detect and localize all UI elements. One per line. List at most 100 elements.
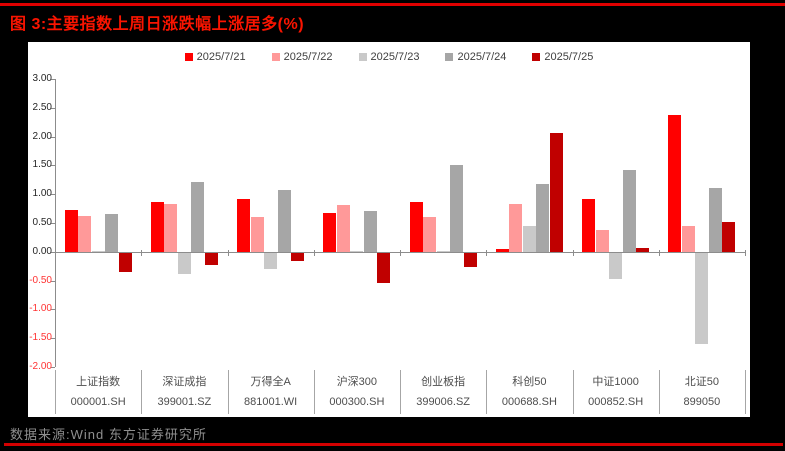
bar-2025/7/25-399006.SZ: [463, 252, 477, 268]
y-axis-tick: [51, 251, 55, 253]
bar-2025/7/24-399006.SZ: [450, 165, 464, 252]
bar-2025/7/22-399006.SZ: [423, 216, 437, 252]
bar-2025/7/25-000852.SH: [636, 247, 650, 252]
y-axis-tick: [51, 338, 55, 340]
bar-2025/7/25-899050: [722, 221, 736, 252]
y-tick-label: -1.00: [29, 303, 52, 315]
category-code-label: 000001.SH: [70, 396, 126, 408]
category-separator: [400, 370, 401, 414]
category-code-label: 399006.SZ: [416, 396, 471, 408]
category-code-label: 881001.WI: [244, 396, 298, 408]
category-code-label: 000300.SH: [329, 396, 385, 408]
category-code-label: 000688.SH: [501, 396, 557, 408]
y-tick-label: -0.50: [29, 274, 52, 286]
bar-2025/7/23-399001.SZ: [177, 252, 191, 275]
bar-2025/7/23-000852.SH: [609, 252, 623, 280]
y-tick-label: 0.00: [32, 245, 52, 257]
bar-2025/7/24-000300.SH: [363, 210, 377, 252]
category-axis-tick: [745, 249, 746, 256]
bar-2025/7/22-000001.SH: [78, 216, 92, 252]
category-name-label: 中证1000: [592, 376, 639, 388]
category-separator: [141, 370, 143, 414]
bar-2025/7/24-399001.SZ: [191, 182, 205, 252]
bar-2025/7/24-000688.SH: [536, 184, 550, 252]
bar-2025/7/21-000688.SH: [495, 249, 509, 252]
category-axis-tick: [313, 249, 315, 256]
category-separator: [658, 370, 660, 414]
top-red-rule: [0, 3, 785, 6]
y-tick-label: 1.50: [32, 159, 52, 171]
category-name-label: 北证50: [684, 376, 719, 388]
data-source-note: 数据来源:Wind 东方证券研究所: [10, 427, 207, 442]
bar-2025/7/23-000001.SH: [91, 250, 105, 252]
bar-2025/7/21-000001.SH: [64, 210, 78, 252]
legend-item: 2025/7/25: [532, 51, 593, 63]
y-axis-tick: [51, 79, 55, 80]
bar-2025/7/21-881001.WI: [237, 199, 251, 252]
legend-item: 2025/7/22: [271, 51, 333, 63]
bar-2025/7/24-899050: [708, 188, 722, 252]
bar-2025/7/25-000001.SH: [118, 252, 132, 272]
y-axis-tick: [51, 136, 55, 138]
bar-2025/7/24-000852.SH: [622, 170, 636, 252]
legend-swatch-icon: [358, 53, 367, 61]
category-name-label: 科创50: [512, 376, 547, 388]
category-code-label: 399001.SZ: [157, 396, 212, 408]
bar-2025/7/23-000300.SH: [350, 250, 364, 252]
bar-2025/7/22-881001.WI: [250, 217, 264, 252]
category-separator: [55, 370, 56, 414]
category-name-label: 万得全A: [250, 376, 291, 388]
bar-chart-plot: 3.00 2.50 2.00 1.50 1.00 0.50 0.00 -0.50 -1.00 -1…: [28, 42, 750, 417]
legend-item: 2025/7/24: [445, 51, 506, 63]
bar-2025/7/22-000688.SH: [509, 203, 523, 252]
y-axis-tick: [51, 223, 55, 224]
category-axis-tick: [486, 249, 488, 256]
bar-2025/7/23-399006.SZ: [436, 250, 450, 252]
bar-2025/7/25-000688.SH: [549, 132, 563, 252]
legend-label: 2025/7/22: [283, 51, 333, 63]
category-axis-tick: [141, 249, 143, 256]
category-axis-tick: [227, 249, 229, 256]
y-tick-label: 2.00: [32, 130, 52, 142]
bottom-red-rule: [4, 443, 783, 446]
y-axis-tick: [51, 280, 55, 282]
legend-label: 2025/7/24: [457, 51, 507, 63]
bar-2025/7/22-899050: [681, 225, 695, 252]
y-tick-label: -2.00: [29, 361, 52, 372]
y-axis-tick: [51, 107, 55, 109]
category-separator: [486, 370, 488, 414]
bar-2025/7/22-000300.SH: [336, 205, 350, 252]
bar-2025/7/23-899050: [695, 252, 709, 344]
category-separator: [572, 370, 574, 414]
y-axis-tick: [51, 165, 55, 167]
legend-item: 2025/7/21: [184, 51, 246, 63]
category-axis-tick: [572, 249, 574, 256]
bar-2025/7/23-881001.WI: [264, 252, 278, 269]
category-name-label: 深证成指: [162, 376, 207, 388]
bar-2025/7/25-881001.WI: [291, 252, 305, 261]
y-tick-label: 1.00: [32, 188, 52, 200]
y-tick-label: 2.50: [32, 101, 52, 113]
bar-2025/7/25-000300.SH: [377, 252, 391, 284]
legend-swatch-icon: [445, 53, 454, 61]
category-separator: [227, 370, 229, 414]
bar-2025/7/21-899050: [668, 114, 682, 252]
bar-2025/7/21-000300.SH: [323, 213, 337, 252]
chart-panel: 2025/7/21 2025/7/22 2025/7/23 2025/7/24 2025…: [28, 42, 750, 417]
legend-swatch-icon: [271, 53, 280, 61]
bar-2025/7/23-000688.SH: [522, 226, 536, 252]
bar-2025/7/21-000852.SH: [582, 198, 596, 252]
bar-2025/7/24-000001.SH: [105, 214, 119, 252]
y-axis-line: [55, 79, 56, 367]
bar-2025/7/21-399001.SZ: [150, 202, 164, 252]
y-tick-label: 3.00: [32, 73, 52, 84]
category-name-label: 沪深300: [336, 376, 378, 388]
category-axis-tick: [400, 249, 401, 256]
y-tick-label: 0.50: [32, 217, 52, 228]
category-separator: [313, 370, 315, 414]
y-axis-tick: [51, 194, 55, 196]
legend-label: 2025/7/23: [370, 51, 420, 63]
figure-title: 图 3:主要指数上周日涨跌幅上涨居多(%): [10, 16, 305, 33]
category-separator: [745, 370, 746, 414]
legend-swatch-icon: [532, 53, 541, 61]
